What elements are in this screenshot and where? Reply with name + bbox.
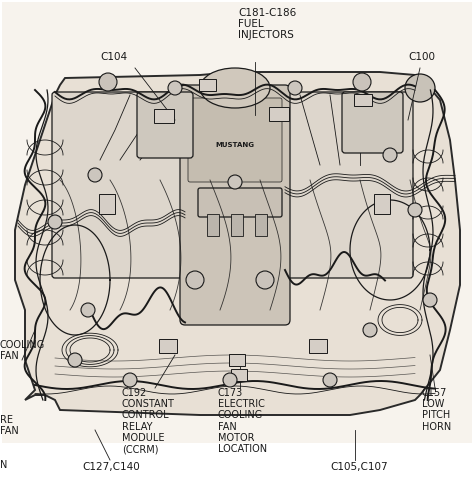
FancyBboxPatch shape [255,214,267,236]
Circle shape [123,373,137,387]
Ellipse shape [405,74,435,102]
Text: C104: C104 [100,52,127,62]
FancyBboxPatch shape [180,85,290,325]
Circle shape [228,175,242,189]
FancyBboxPatch shape [231,214,243,236]
FancyBboxPatch shape [137,92,193,158]
Text: C105,C107: C105,C107 [330,462,388,472]
Circle shape [423,293,437,307]
FancyBboxPatch shape [267,92,413,278]
Polygon shape [15,72,460,415]
FancyBboxPatch shape [199,79,216,91]
FancyBboxPatch shape [342,92,403,153]
FancyBboxPatch shape [159,339,177,353]
Circle shape [323,373,337,387]
FancyBboxPatch shape [207,214,219,236]
Text: C173
ELECTRIC
COOLING
FAN
MOTOR
LOCATION: C173 ELECTRIC COOLING FAN MOTOR LOCATION [218,388,267,454]
FancyBboxPatch shape [354,94,372,106]
Ellipse shape [200,68,270,108]
Text: C192
CONSTANT
CONTROL
RELAY
MODULE
(CCRM): C192 CONSTANT CONTROL RELAY MODULE (CCRM… [122,388,175,454]
Text: C181-C186
FUEL
INJECTORS: C181-C186 FUEL INJECTORS [238,8,296,41]
Circle shape [383,148,397,162]
Circle shape [48,215,62,229]
Text: N: N [0,460,8,470]
Text: MUSTANG: MUSTANG [216,142,255,148]
Circle shape [363,323,377,337]
FancyBboxPatch shape [309,339,327,353]
FancyBboxPatch shape [269,107,289,121]
Text: C100: C100 [408,52,435,62]
FancyBboxPatch shape [229,354,245,366]
FancyBboxPatch shape [99,194,115,214]
Circle shape [256,271,274,289]
Text: C157
LOW
PITCH
HORN: C157 LOW PITCH HORN [422,388,451,431]
Circle shape [408,203,422,217]
Text: C127,C140: C127,C140 [82,462,140,472]
Circle shape [88,168,102,182]
Circle shape [81,303,95,317]
Circle shape [223,373,237,387]
Circle shape [99,73,117,91]
FancyBboxPatch shape [154,109,174,123]
Text: RE
FAN: RE FAN [0,415,19,436]
FancyBboxPatch shape [188,98,282,182]
Circle shape [186,271,204,289]
FancyBboxPatch shape [231,369,247,381]
Circle shape [68,353,82,367]
FancyBboxPatch shape [52,92,188,278]
FancyBboxPatch shape [374,194,390,214]
FancyBboxPatch shape [2,2,472,443]
Circle shape [168,81,182,95]
Text: COOLING
FAN: COOLING FAN [0,340,45,361]
FancyBboxPatch shape [198,188,282,217]
Circle shape [288,81,302,95]
Circle shape [353,73,371,91]
